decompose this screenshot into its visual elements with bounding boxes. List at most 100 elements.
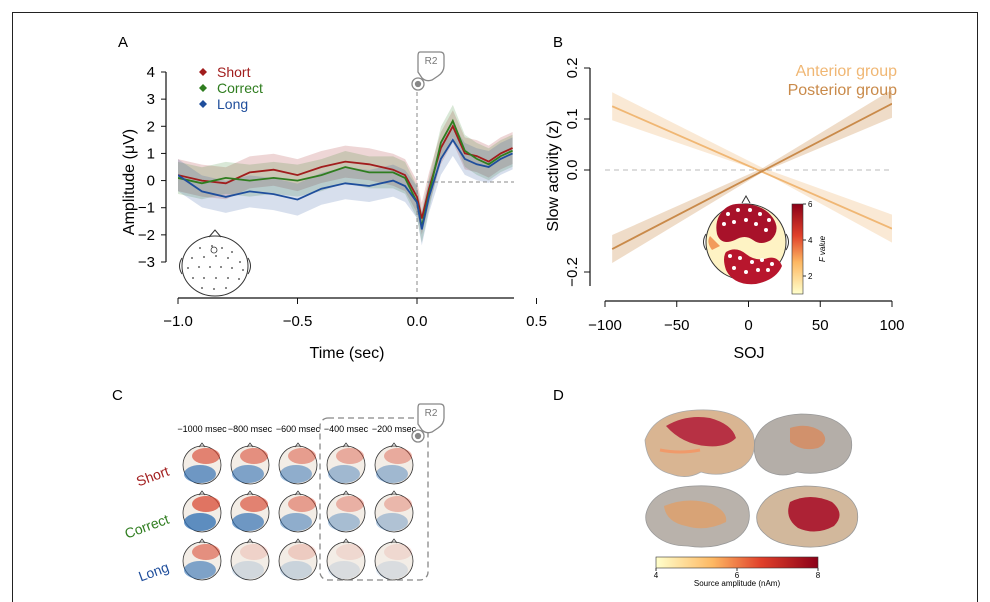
panel-c-topomap bbox=[230, 442, 270, 485]
panel-c-negative-region bbox=[184, 561, 216, 579]
panel-a-x-tick-label: −0.5 bbox=[283, 313, 313, 330]
panel-b-x-tick-label: 100 bbox=[879, 317, 904, 334]
panel-b-legend: Anterior group Posterior group bbox=[788, 63, 897, 99]
panel-b-y-axis-label: Slow activity (z) bbox=[545, 120, 562, 231]
panel-c-row-label-long: Long bbox=[136, 559, 171, 585]
panel-b-y-tick-label: −0.2 bbox=[564, 257, 581, 287]
panel-c-head-nose bbox=[246, 490, 254, 496]
panel-b-x-tick-label: −100 bbox=[588, 317, 622, 334]
panel-b-colorbar-tick-label: 6 bbox=[808, 200, 813, 209]
panel-c-negative-region bbox=[232, 561, 264, 579]
panel-c-column-labels: −1000 msec −800 msec −600 msec −400 msec −20… bbox=[177, 424, 416, 434]
panel-a-band-correct bbox=[178, 104, 513, 243]
panel-c-positive-region bbox=[384, 496, 412, 512]
panel-b-y-tick-label: 0.1 bbox=[564, 109, 581, 130]
panel-c-topomap bbox=[374, 442, 414, 485]
panel-c-topomap bbox=[278, 538, 318, 581]
panel-c-head-nose bbox=[198, 442, 206, 448]
panel-c-head-nose bbox=[390, 442, 398, 448]
panel-b-colorbar-ticks: 6 4 2 bbox=[803, 200, 813, 281]
panel-c: −1000 msec −800 msec −600 msec −400 msec −20… bbox=[122, 403, 445, 585]
panel-d-letter: D bbox=[553, 387, 564, 404]
panel-c-positive-region bbox=[240, 544, 268, 560]
panel-b-x-axis-label: SOJ bbox=[733, 345, 764, 362]
panel-c-head-outline bbox=[374, 493, 414, 533]
panel-c-topomap bbox=[230, 538, 270, 581]
panel-a-y-axis-label: Amplitude (μV) bbox=[121, 129, 138, 235]
panel-c-head-nose bbox=[294, 442, 302, 448]
panel-a-band-short bbox=[178, 110, 513, 235]
panel-d-colorbar-tick-label: 6 bbox=[735, 571, 740, 580]
panel-a-x-ticks: −1.0 −0.5 0.0 0.5 bbox=[163, 298, 547, 330]
panel-b-line-anterior-group bbox=[611, 105, 892, 230]
panel-d-colorbar-label: Source amplitude (nAm) bbox=[694, 579, 781, 588]
panel-c-negative-region bbox=[376, 513, 408, 531]
panel-b-x-tick-label: −50 bbox=[664, 317, 689, 334]
panel-c-head-nose bbox=[390, 490, 398, 496]
panel-c-topomap bbox=[182, 538, 222, 581]
panel-c-positive-region bbox=[240, 496, 268, 512]
panel-c-head-nose bbox=[342, 442, 350, 448]
panel-c-topomap bbox=[182, 490, 222, 533]
panel-c-topomap bbox=[278, 490, 318, 533]
panel-d-brain-right-medial bbox=[756, 485, 859, 548]
panel-b-colorbar bbox=[791, 203, 804, 295]
panel-c-topomap bbox=[326, 538, 366, 581]
panel-c-negative-region bbox=[280, 465, 312, 483]
panel-c-head-nose bbox=[294, 538, 302, 544]
panel-b-letter: B bbox=[553, 34, 563, 51]
panel-a-line-correct bbox=[178, 118, 513, 227]
panel-c-head-nose bbox=[342, 490, 350, 496]
figure-frame bbox=[12, 12, 978, 602]
panel-c-positive-region bbox=[288, 496, 316, 512]
panel-c-topomap bbox=[182, 442, 222, 485]
panel-b-legend-label-posterior-group: Posterior group bbox=[788, 82, 897, 99]
panel-b-line-posterior-group bbox=[611, 102, 892, 250]
panel-c-negative-region bbox=[328, 561, 360, 579]
panel-c-topomap bbox=[278, 442, 318, 485]
panel-c-negative-region bbox=[280, 513, 312, 531]
panel-c-column-label: −800 msec bbox=[228, 424, 273, 434]
panel-c-negative-region bbox=[376, 465, 408, 483]
panel-b-colorbar-label: F value bbox=[818, 235, 827, 262]
panel-c-r2-label: R2 bbox=[425, 408, 438, 419]
panel-a-x-tick-label: 0.0 bbox=[407, 313, 428, 330]
panel-c-topomaps bbox=[182, 442, 414, 581]
panel-a-r2-hand-icon bbox=[411, 51, 445, 91]
panel-c-topomap bbox=[230, 490, 270, 533]
panel-c-positive-region bbox=[192, 448, 220, 464]
panel-a-line-long bbox=[178, 138, 513, 230]
panel-b-x-ticks: −100 −50 0 50 100 bbox=[588, 301, 905, 334]
panel-a-series-lines bbox=[178, 118, 513, 230]
panel-a-letter: A bbox=[118, 34, 128, 51]
panel-b-regression-lines bbox=[611, 89, 892, 264]
panel-c-highlight-box bbox=[319, 417, 429, 581]
panel-c-topomap bbox=[326, 490, 366, 533]
panel-c-r2-hand-icon bbox=[411, 403, 445, 443]
panel-b-x-tick-label: 0 bbox=[744, 317, 752, 334]
panel-b-colorbar-tick-label: 4 bbox=[808, 236, 813, 245]
panel-a-y-tick-label: 0 bbox=[147, 173, 155, 190]
panel-c-topomap bbox=[374, 490, 414, 533]
panel-c-head-nose bbox=[246, 538, 254, 544]
panel-c-head-outline bbox=[278, 541, 318, 581]
panel-d-colorbar-tick-label: 4 bbox=[654, 571, 659, 580]
panel-c-head-nose bbox=[390, 538, 398, 544]
panel-c-negative-region bbox=[328, 465, 360, 483]
panel-c-row-label-short: Short bbox=[134, 463, 171, 490]
panel-c-topomap bbox=[326, 442, 366, 485]
panel-a-electrode-head-inset bbox=[179, 229, 251, 297]
panel-a-legend-label-short: Short bbox=[217, 64, 251, 80]
panel-c-positive-region bbox=[192, 496, 220, 512]
panel-c-head-outline bbox=[326, 493, 366, 533]
panel-a-x-tick-label: −1.0 bbox=[163, 313, 193, 330]
panel-b-legend-label-anterior-group: Anterior group bbox=[796, 63, 897, 80]
panel-c-head-outline bbox=[326, 445, 366, 485]
panel-a-x-axis-label: Time (sec) bbox=[310, 345, 385, 362]
panel-c-positive-region bbox=[192, 544, 220, 560]
panel-c-positive-region bbox=[288, 448, 316, 464]
panel-c-positive-region bbox=[384, 448, 412, 464]
panel-b-fvalue-topomap: 6 4 2 F value bbox=[703, 194, 827, 295]
panel-b-colorbar-tick-label: 2 bbox=[808, 272, 813, 281]
